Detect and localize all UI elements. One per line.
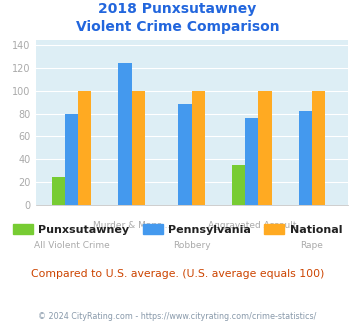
Bar xyxy=(192,91,205,205)
Bar xyxy=(312,91,325,205)
Text: © 2024 CityRating.com - https://www.cityrating.com/crime-statistics/: © 2024 CityRating.com - https://www.city… xyxy=(38,312,317,321)
Text: All Violent Crime: All Violent Crime xyxy=(34,241,109,250)
Bar xyxy=(232,165,245,205)
Bar xyxy=(179,105,192,205)
Bar xyxy=(245,118,258,205)
Bar xyxy=(65,114,78,205)
Bar xyxy=(258,91,272,205)
Text: Violent Crime Comparison: Violent Crime Comparison xyxy=(76,20,279,34)
Legend: Punxsutawney, Pennsylvania, National: Punxsutawney, Pennsylvania, National xyxy=(8,219,347,239)
Bar xyxy=(299,111,312,205)
Text: Murder & Mans...: Murder & Mans... xyxy=(93,221,170,230)
Bar xyxy=(52,177,65,205)
Bar xyxy=(132,91,145,205)
Text: 2018 Punxsutawney: 2018 Punxsutawney xyxy=(98,2,257,16)
Text: Rape: Rape xyxy=(300,241,323,250)
Text: Robbery: Robbery xyxy=(173,241,211,250)
Text: Compared to U.S. average. (U.S. average equals 100): Compared to U.S. average. (U.S. average … xyxy=(31,269,324,279)
Bar xyxy=(119,63,132,205)
Bar xyxy=(78,91,91,205)
Text: Aggravated Assault: Aggravated Assault xyxy=(208,221,296,230)
